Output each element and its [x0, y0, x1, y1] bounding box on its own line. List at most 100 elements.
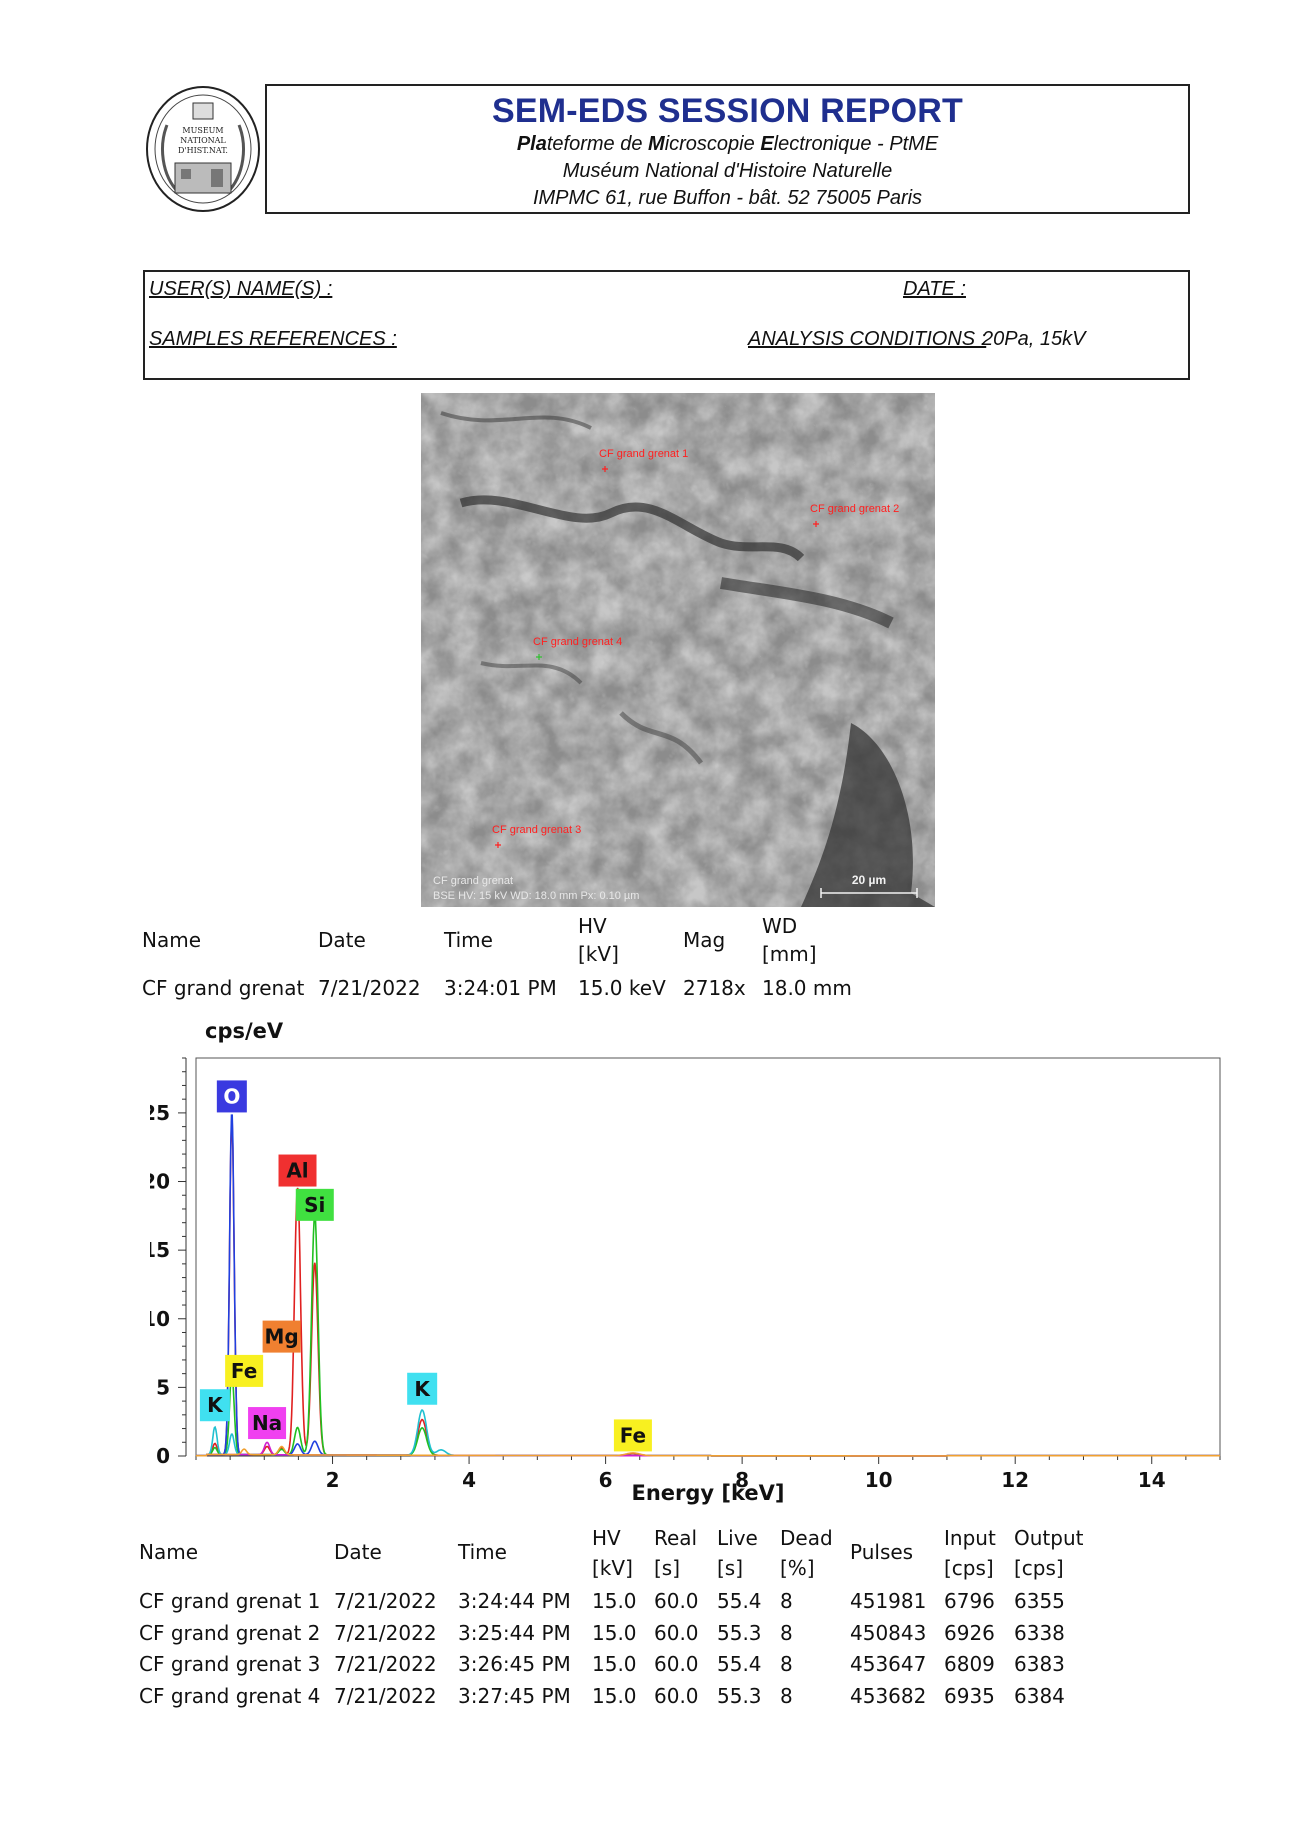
- element-label-text: O: [223, 1084, 240, 1108]
- x-tick-label: 4: [462, 1468, 476, 1492]
- spectrum-input-cell: 6935: [944, 1683, 995, 1708]
- spectrum-hv-cell: 15.0: [592, 1620, 637, 1645]
- svg-text:D'HIST.NAT.: D'HIST.NAT.: [178, 146, 228, 155]
- spec-output-header: Output: [1014, 1526, 1084, 1550]
- spectrum-hv-cell: 15.0: [592, 1589, 637, 1613]
- element-label-box: [295, 1188, 334, 1221]
- spec-date-header: Date: [334, 1540, 382, 1564]
- report-title: SEM-EDS SESSION REPORT: [491, 92, 964, 130]
- spectrum-input-cell: 6796: [944, 1589, 995, 1613]
- spec-real-unit: [s]: [654, 1556, 681, 1580]
- y-tick-label: 20: [150, 1170, 170, 1194]
- platform-line: Plateforme de Microscopie Electronique -…: [516, 133, 939, 155]
- spectrum-real-cell: 60.0: [654, 1620, 699, 1645]
- element-label-text: Al: [286, 1159, 308, 1183]
- spectrum-live-cell: 55.3: [717, 1683, 762, 1708]
- element-label-text: K: [207, 1393, 224, 1417]
- col-mag-header: Mag: [683, 928, 726, 952]
- image-info-name: CF grand grenat: [433, 875, 513, 887]
- spectrum-time-cell: 3:25:44 PM: [458, 1620, 571, 1645]
- spectrum-date-cell: 7/21/2022: [334, 1652, 437, 1676]
- element-label-box: [225, 1354, 264, 1387]
- spectrum-name-cell: CF grand grenat 1: [139, 1589, 321, 1613]
- spectrum-series-line: [196, 1121, 1220, 1457]
- spectrum-dead-cell: 8: [780, 1589, 793, 1613]
- element-label-box: [216, 1080, 247, 1113]
- spectrum-input-cell: 6809: [944, 1652, 995, 1676]
- spectrum-pulses-cell: 450843: [850, 1620, 927, 1645]
- x-tick-label: 2: [326, 1468, 340, 1492]
- eds-spectrum-chart: cps/eV Energy [keV] 0 5 10 15 20 25 2 4 6 8 10 12 14…: [150, 1020, 1221, 1505]
- spot-label-1: CF grand grenat 1: [599, 448, 688, 460]
- element-label-si: Si: [295, 1188, 334, 1221]
- spot-label-3: CF grand grenat 3: [492, 824, 581, 836]
- spectrum-input-cell: 6926: [944, 1620, 995, 1645]
- spectrum-series-line: [196, 1214, 1220, 1457]
- spectrum-time-cell: 3:26:45 PM: [458, 1652, 571, 1676]
- spec-input-header: Input: [944, 1526, 996, 1550]
- address-line: IMPMC 61, rue Buffon - bât. 52 75005 Par…: [532, 187, 923, 209]
- spectrum-date-cell: 7/21/2022: [334, 1620, 437, 1645]
- col-hv-unit: [kV]: [578, 942, 619, 966]
- spectrum-dead-cell: 8: [780, 1652, 793, 1676]
- spectrum-output-cell: 6355: [1014, 1589, 1065, 1613]
- element-label-box: [613, 1419, 652, 1452]
- spectrum-series-line: [196, 1408, 1220, 1457]
- element-label-box: [199, 1389, 230, 1422]
- image-mag-value: 2718x: [683, 976, 746, 1000]
- spec-hv-header: HV: [592, 1526, 621, 1550]
- element-label-box: [262, 1320, 301, 1353]
- y-axis-label: cps/eV: [205, 1020, 284, 1043]
- svg-text:NATIONAL: NATIONAL: [180, 136, 226, 145]
- spot-label-2: CF grand grenat 2: [810, 503, 899, 515]
- spectrum-series-line: [196, 1114, 1220, 1457]
- spectrum-real-cell: 60.0: [654, 1652, 699, 1676]
- spectrum-real-cell: 60.0: [654, 1589, 699, 1613]
- col-time-header: Time: [444, 928, 493, 952]
- spec-output-unit: [cps]: [1014, 1556, 1064, 1580]
- image-time-value: 3:24:01 PM: [444, 976, 557, 1000]
- spectrum-hv-cell: 15.0: [592, 1683, 637, 1708]
- y-tick-label: 10: [150, 1307, 170, 1331]
- element-label-text: Mg: [264, 1325, 298, 1349]
- report-header-box: SEM-EDS SESSION REPORT Plateforme de Mic…: [265, 84, 1190, 214]
- x-axis-label: Energy [keV]: [631, 1481, 784, 1505]
- element-label-fe: Fe: [613, 1419, 652, 1452]
- image-info-params: BSE HV: 15 kV WD: 18.0 mm Px: 0.10 µm: [433, 890, 639, 902]
- element-label-fe: Fe: [225, 1354, 264, 1387]
- spectrum-name-cell: CF grand grenat 4: [139, 1683, 321, 1708]
- spectrum-series-line: [196, 1445, 1220, 1457]
- spectrum-pulses-cell: 451981: [850, 1589, 927, 1613]
- scale-bar: [820, 888, 918, 898]
- spectrum-date-cell: 7/21/2022: [334, 1683, 437, 1708]
- y-tick-label: 15: [150, 1238, 170, 1262]
- element-label-mg: Mg: [262, 1320, 301, 1353]
- spectrum-name-cell: CF grand grenat 3: [139, 1652, 321, 1676]
- spectrum-pulses-cell: 453647: [850, 1652, 927, 1676]
- spec-hv-unit: [kV]: [592, 1556, 633, 1580]
- sem-micrograph: CF grand grenat 1 CF grand grenat 2 CF g…: [421, 393, 935, 907]
- col-hv-header: HV: [578, 914, 607, 938]
- date-label: DATE :: [903, 278, 966, 300]
- element-label-text: Si: [304, 1193, 325, 1217]
- element-label-box: [407, 1372, 438, 1405]
- conditions-label: ANALYSIS CONDITIONS :: [748, 328, 987, 350]
- spec-dead-header: Dead: [780, 1526, 833, 1550]
- spec-name-header: Name: [139, 1540, 199, 1564]
- scale-bar-label: 20 µm: [852, 873, 886, 887]
- spectrum-pulses-cell: 453682: [850, 1683, 927, 1708]
- element-label-o: O: [216, 1080, 247, 1113]
- spectrum-dead-cell: 8: [780, 1620, 793, 1645]
- spectrum-real-cell: 60.0: [654, 1683, 699, 1708]
- spectrum-time-cell: 3:27:45 PM: [458, 1683, 571, 1708]
- col-name-header: Name: [142, 928, 202, 952]
- samples-label: SAMPLES REFERENCES :: [149, 328, 397, 350]
- element-label-text: Fe: [620, 1423, 646, 1447]
- conditions-value: 20Pa, 15kV: [982, 328, 1086, 350]
- element-label-text: Na: [252, 1411, 282, 1435]
- session-info-box: USER(S) NAME(S) : DATE : SAMPLES REFEREN…: [143, 270, 1190, 380]
- col-wd-unit: [mm]: [762, 942, 817, 966]
- col-date-header: Date: [318, 928, 366, 952]
- spec-live-header: Live: [717, 1526, 758, 1550]
- element-label-box: [248, 1407, 287, 1440]
